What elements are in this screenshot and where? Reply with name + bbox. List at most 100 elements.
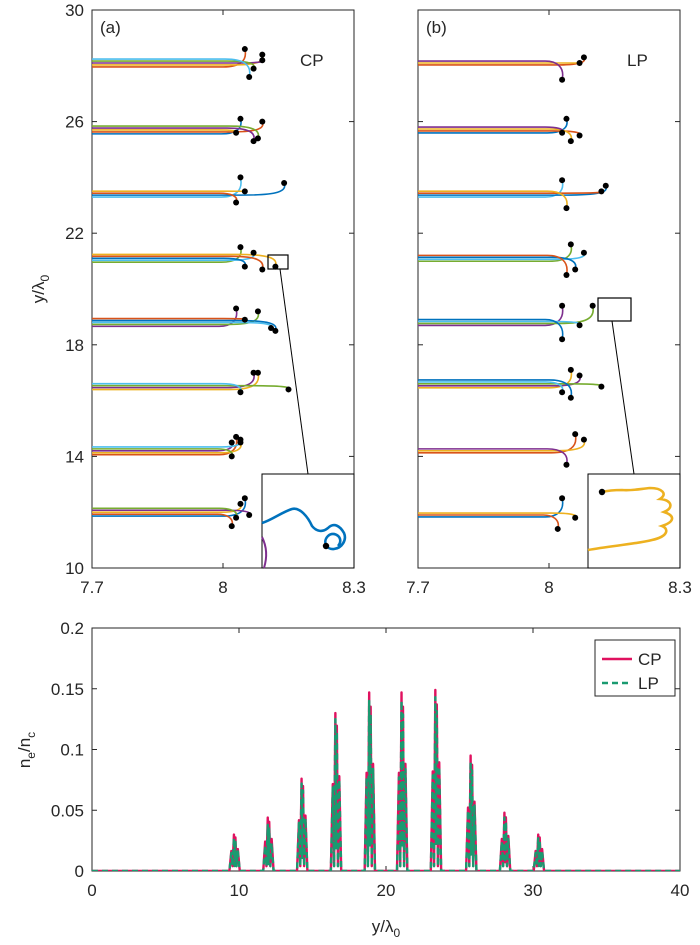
panel-b-endpoint — [572, 266, 579, 273]
panel-a-endpoint — [233, 129, 240, 136]
density-panel-frame — [91, 627, 681, 872]
panel-a-endpoint — [241, 263, 248, 270]
panel-a-endpoint — [233, 199, 240, 206]
panel-a-endpoint — [272, 327, 279, 334]
panel-b-ticks: 7.7 8 8.3 — [406, 9, 692, 597]
legend-cp-label: CP — [638, 650, 662, 669]
panel-b-trajectory — [418, 433, 577, 454]
panel-b-annotation: LP — [627, 51, 648, 70]
panel-b-label: (b) — [426, 18, 447, 37]
panel-a-endpoint — [281, 179, 288, 186]
panel-b-endpoint — [572, 431, 579, 438]
panel-a-endpoint — [246, 73, 253, 80]
panel-a-endpoint — [259, 118, 266, 125]
panel-b-trajectory — [418, 254, 568, 276]
label-text-part: /n — [15, 738, 34, 752]
panel-a-xtick-label: 7.7 — [80, 578, 104, 597]
panel-b-endpoint — [598, 383, 605, 390]
panel-b-endpoint — [563, 205, 570, 212]
panel-b-xtick-label: 7.7 — [406, 578, 430, 597]
panel-a-ytick-label: 18 — [65, 336, 84, 355]
panel-a-endpoint — [237, 115, 244, 122]
density-xtick-label: 20 — [377, 881, 396, 900]
density-ytick-label: 0.2 — [60, 619, 84, 638]
panel-b-zoom-inset — [587, 297, 681, 569]
panel-a-endpoint — [254, 369, 261, 376]
panel-a-zoom-connector — [279, 268, 309, 475]
panel-b-endpoint — [572, 514, 579, 521]
panel-a-xtick-label: 8 — [218, 578, 227, 597]
panel-b-trajectories — [418, 54, 609, 532]
density-legend-box — [594, 639, 676, 697]
panel-b-endpoint — [580, 436, 587, 443]
label-subscript: 0 — [394, 926, 401, 940]
panel-b-zoom-connector — [611, 320, 635, 475]
panel-a-ticks: 7.7 8 8.3 10 14 18 22 26 30 — [65, 1, 366, 597]
panel-a-ytick-label: 26 — [65, 113, 84, 132]
panel-b-endpoint — [580, 249, 587, 256]
panel-a-xtick-label: 8.3 — [342, 578, 366, 597]
panel-a-endpoint — [259, 57, 266, 64]
panel-a-zoom-inset-endpoint — [322, 542, 330, 550]
panel-a-endpoint — [233, 305, 240, 312]
density-ytick-label: 0.05 — [51, 801, 84, 820]
panel-a-endpoint — [241, 316, 248, 323]
label-text-part: y/λ — [29, 281, 48, 303]
panel-a-endpoint — [246, 511, 253, 518]
panel-b-endpoint — [563, 272, 570, 279]
panel-b-trajectory — [418, 379, 573, 398]
panel-a: 7.7 8 8.3 10 14 18 22 26 30 (a) CP y/λ0 — [29, 1, 366, 597]
panel-b-endpoint — [598, 188, 605, 195]
density-legend: CP LP — [594, 639, 676, 697]
panel-a-endpoint — [237, 436, 244, 443]
panel-a-endpoint — [250, 249, 257, 256]
panel-b-zoom-inset-endpoint — [598, 488, 606, 496]
panel-b-endpoint — [576, 60, 583, 67]
panel-b-endpoint — [576, 132, 583, 139]
label-text-part: n — [15, 759, 34, 768]
panel-a-label: (a) — [100, 18, 121, 37]
panel-b-endpoint — [559, 336, 566, 343]
panel-a-zoom-inset-trace-blue — [261, 507, 347, 551]
panel-b-endpoint — [576, 322, 583, 329]
panel-a-ytick-label: 22 — [65, 224, 84, 243]
panel-b-endpoint — [559, 302, 566, 309]
panel-a-endpoint — [237, 389, 244, 396]
panel-a-endpoint — [241, 495, 248, 502]
panel-b-endpoint — [567, 394, 574, 401]
panel-a-endpoint — [241, 188, 248, 195]
panel-b-xtick-label: 8 — [544, 578, 553, 597]
panel-b-endpoint — [567, 366, 574, 373]
label-subscript: c — [24, 732, 38, 738]
label-subscript: 0 — [38, 274, 52, 281]
density-xtick-label: 0 — [87, 881, 96, 900]
panel-a-ylabel: y/λ0 — [29, 274, 52, 303]
density-panel-xlabel: y/λ0 — [372, 917, 401, 940]
panel-a-endpoint — [228, 523, 235, 530]
panel-b-endpoint — [602, 182, 609, 189]
panel-b-endpoint — [559, 495, 566, 502]
density-xtick-label: 10 — [230, 881, 249, 900]
panel-a-endpoint — [237, 500, 244, 507]
panel-a-trajectory — [92, 177, 242, 198]
panel-a-endpoint — [250, 65, 257, 72]
panel-a-endpoint — [250, 138, 257, 145]
density-ytick-label: 0.1 — [60, 741, 84, 760]
panel-b-trajectory — [418, 60, 564, 80]
panel-b-trajectory — [418, 190, 568, 209]
density-xtick-label: 30 — [524, 881, 543, 900]
panel-a-endpoint — [272, 263, 279, 270]
density-panel-series — [92, 688, 680, 871]
panel-a-ytick-label: 30 — [65, 1, 84, 20]
panel-a-trajectory — [92, 58, 251, 78]
panel-b-zoom-inset-frame — [587, 473, 681, 569]
panel-a-endpoint — [241, 46, 248, 53]
panel-a-endpoint — [268, 325, 275, 332]
density-panel-ticks: 0 10 20 30 40 0 0.05 0.1 0.15 0.2 — [51, 619, 690, 900]
panel-b-endpoint — [589, 302, 596, 309]
panel-b-endpoint — [554, 525, 561, 532]
panel-b-endpoint — [563, 115, 570, 122]
panel-b-endpoint — [559, 76, 566, 83]
density-panel-ylabel: ne/nc — [15, 732, 38, 768]
